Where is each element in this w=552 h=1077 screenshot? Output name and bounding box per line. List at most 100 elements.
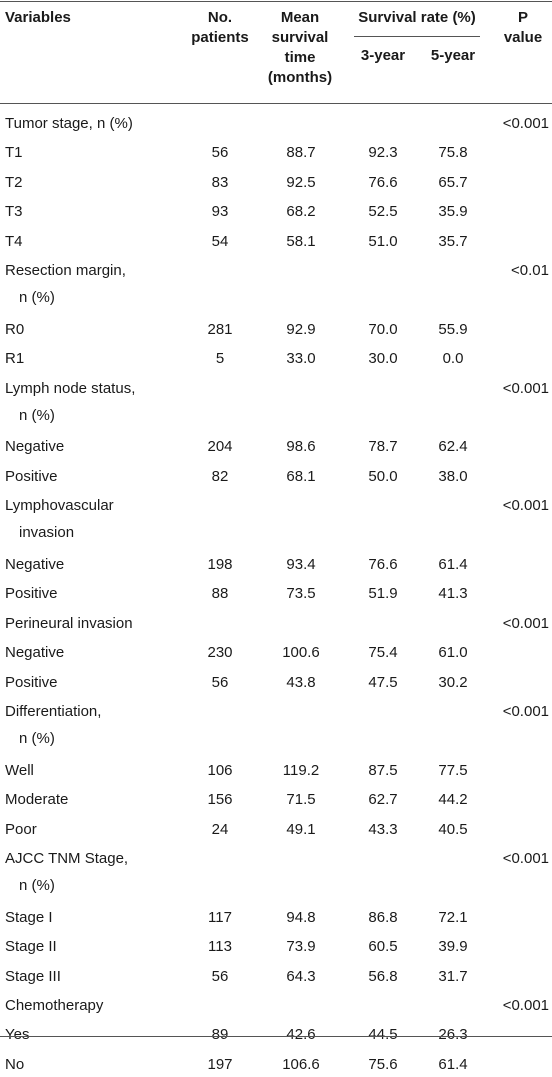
header-mean-survival: Mean survival time (months) [260, 8, 340, 88]
cell-5-year: 61.4 [438, 556, 468, 573]
cell-3-year: 87.5 [368, 761, 398, 779]
cell-patients: 88 [211, 585, 229, 603]
variable-label: No [5, 1055, 25, 1073]
cell-5-year: 26.3 [438, 1026, 468, 1044]
cell-3-year: 75.4 [368, 644, 398, 662]
variable-label: T3 [5, 203, 23, 221]
cell-5-year: 35.7 [438, 232, 468, 250]
cell-variable: Well [5, 759, 195, 783]
variable-label: Positive [5, 467, 58, 485]
cell-5-year: 61.4 [438, 1055, 468, 1073]
cell-3-year: 70.0 [368, 320, 398, 338]
cell-3-year: 47.5 [368, 673, 398, 691]
cell-variable: Differentiation, n (%) [5, 700, 195, 753]
cell-mean-survival: 58.1 [286, 232, 316, 250]
cell-variable: T4 [5, 230, 195, 254]
variable-label: R1 [5, 350, 25, 368]
variable-label: Differentiation, [5, 703, 102, 720]
cell-variable: Perineural invasion [5, 612, 195, 636]
cell-variable: Negative [5, 641, 195, 665]
cell-patients: 5 [215, 350, 225, 368]
header-p-line2: value [503, 29, 543, 46]
cell-mean-survival: 49.1 [286, 820, 316, 838]
cell-mean-survival: 98.6 [286, 438, 316, 456]
variable-label: Chemotherapy [5, 997, 104, 1014]
cell-mean-survival: 93.4 [286, 556, 316, 573]
header-mean-line4: (months) [267, 69, 333, 86]
variable-label: Negative [5, 556, 65, 573]
variable-label: Perineural invasion [5, 614, 133, 632]
cell-variable: No [5, 1053, 195, 1077]
header-survival-rate: Survival rate (%) [358, 9, 476, 26]
variable-label: T4 [5, 232, 23, 250]
variable-label: Yes [5, 1026, 30, 1044]
cell-p-value: <0.001 [502, 614, 549, 632]
variable-label: Stage III [5, 967, 61, 985]
variable-label: Lymphovascular [5, 497, 114, 515]
cell-patients: 106 [207, 761, 233, 779]
cell-3-year: 78.7 [368, 438, 398, 456]
variable-label-continued: n (%) [19, 877, 55, 894]
cell-p-value: <0.001 [502, 497, 549, 515]
cell-p-value: <0.001 [502, 997, 549, 1014]
cell-5-year: 35.9 [438, 203, 468, 221]
cell-patients: 93 [211, 203, 229, 221]
header-patients: No. patients [180, 8, 260, 48]
cell-5-year: 44.2 [438, 791, 468, 809]
variable-label: Negative [5, 438, 65, 456]
header-3-year: 3-year [360, 47, 406, 64]
cell-p-value: <0.001 [502, 379, 549, 397]
cell-patients: 54 [211, 232, 229, 250]
cell-3-year: 50.0 [368, 467, 398, 485]
cell-mean-survival: 64.3 [286, 967, 316, 985]
cell-mean-survival: 71.5 [286, 791, 316, 809]
cell-patients: 82 [211, 467, 229, 485]
cell-variable: Tumor stage, n (%) [5, 112, 195, 136]
cell-variable: Resection margin, n (%) [5, 259, 195, 312]
header-patients-line2: patients [191, 29, 249, 46]
cell-mean-survival: 43.8 [286, 673, 316, 691]
cell-patients: 117 [208, 908, 232, 926]
variable-label: Positive [5, 585, 58, 603]
cell-5-year: 77.5 [438, 761, 468, 779]
cell-5-year: 65.7 [438, 173, 468, 191]
cell-patients: 156 [207, 791, 233, 809]
cell-mean-survival: 33.0 [286, 350, 316, 368]
cell-patients: 56 [211, 144, 229, 162]
cell-p-value: <0.001 [502, 115, 549, 132]
cell-mean-survival: 92.9 [286, 320, 316, 338]
header-mean-line3: time [284, 49, 316, 66]
cell-mean-survival: 88.7 [286, 144, 316, 162]
cell-5-year: 38.0 [438, 467, 468, 485]
cell-variable: Positive [5, 671, 195, 695]
cell-variable: Lymphovascular invasion [5, 494, 195, 547]
cell-patients: 197 [207, 1055, 233, 1073]
cell-variable: Chemotherapy [5, 994, 195, 1018]
cell-variable: T2 [5, 171, 195, 195]
variable-label: AJCC TNM Stage, [5, 850, 129, 867]
cell-variable: Stage I [5, 906, 195, 930]
cell-variable: Negative [5, 553, 195, 577]
cell-3-year: 52.5 [368, 203, 398, 221]
cell-5-year: 62.4 [438, 438, 468, 456]
cell-variable: Lymph node status, n (%) [5, 377, 195, 430]
cell-patients: 89 [211, 1026, 229, 1044]
cell-mean-survival: 119.2 [282, 761, 320, 779]
header-mean-line1: Mean [280, 9, 320, 26]
cell-p-value: <0.01 [511, 262, 549, 279]
cell-p-value: <0.001 [502, 850, 549, 867]
cell-3-year: 51.0 [368, 232, 398, 250]
cell-p-value: <0.001 [502, 703, 549, 720]
cell-patients: 230 [207, 644, 233, 662]
cell-mean-survival: 68.2 [286, 203, 316, 221]
cell-mean-survival: 73.9 [286, 938, 316, 956]
cell-mean-survival: 100.6 [282, 644, 320, 662]
cell-3-year: 30.0 [368, 350, 398, 368]
cell-3-year: 92.3 [368, 144, 398, 162]
cell-5-year: 40.5 [438, 820, 468, 838]
variable-label: Positive [5, 673, 58, 691]
variable-label: Moderate [5, 791, 69, 809]
cell-variable: Yes [5, 1023, 195, 1047]
cell-3-year: 86.8 [368, 908, 398, 926]
cell-variable: Stage III [5, 965, 195, 989]
